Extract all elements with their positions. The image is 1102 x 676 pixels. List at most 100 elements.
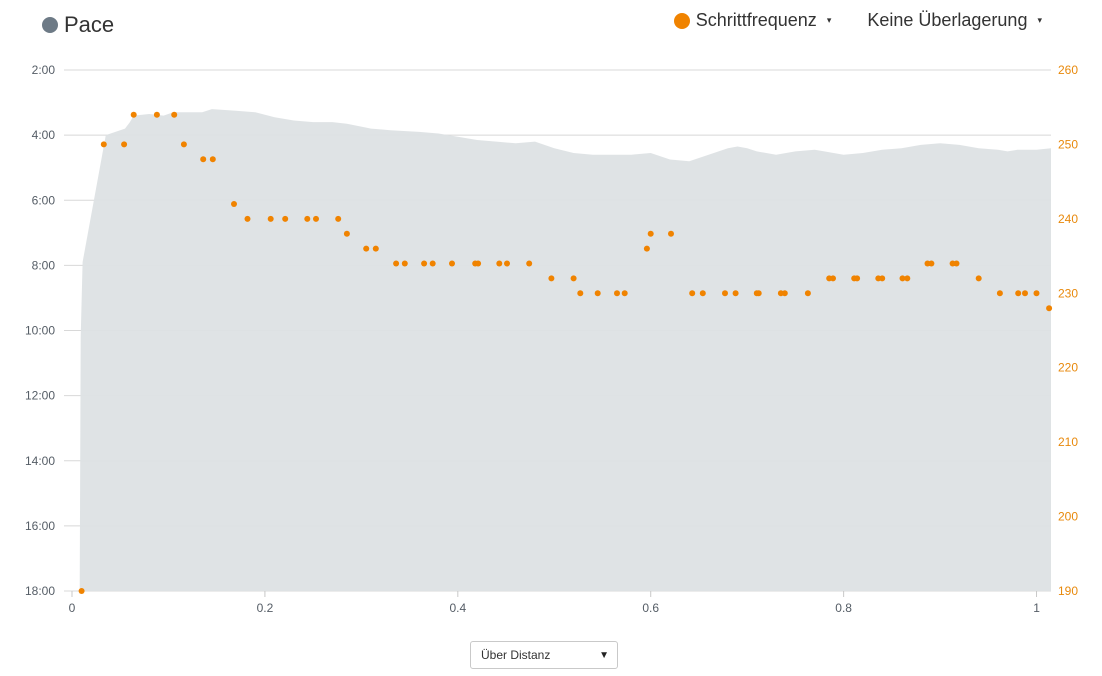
left-axis-tick: 10:00	[25, 324, 55, 338]
right-axis-tick: 260	[1058, 63, 1078, 77]
cadence-point	[699, 290, 706, 297]
cadence-point	[429, 260, 436, 267]
cadence-point	[1046, 305, 1053, 312]
legend-right: Schrittfrequenz ▾ Keine Überlagerung ▾	[673, 10, 1042, 31]
chevron-down-icon: ▾	[1037, 15, 1042, 25]
overlay-label: Keine Überlagerung	[867, 10, 1028, 30]
cadence-point	[504, 260, 510, 267]
x-axis-tick: 0	[69, 601, 76, 615]
cadence-point	[689, 290, 696, 297]
cadence-point	[121, 141, 128, 148]
x-axis-mode-value: Über Distanz	[481, 648, 551, 662]
left-axis-tick: 14:00	[25, 454, 55, 468]
cadence-point	[282, 215, 289, 222]
cadence-point	[393, 260, 400, 267]
cadence-point	[130, 111, 137, 118]
cadence-point	[421, 260, 428, 267]
cadence-point	[755, 290, 762, 297]
cadence-point	[548, 275, 555, 282]
cadence-point	[722, 290, 728, 297]
right-axis-tick: 250	[1058, 137, 1078, 151]
cadence-point	[335, 215, 342, 222]
cadence-point	[267, 215, 274, 222]
right-axis-tick: 230	[1058, 286, 1078, 300]
cadence-point	[100, 141, 107, 148]
dropdown-arrow-icon: ▼	[599, 649, 609, 661]
cadence-point	[313, 215, 319, 222]
cadence-point	[647, 230, 654, 237]
cadence-series	[78, 111, 1053, 594]
left-axis-tick: 6:00	[32, 193, 56, 207]
left-axis-tick: 18:00	[25, 584, 55, 598]
cadence-point	[928, 260, 935, 267]
cadence-point	[1015, 290, 1022, 297]
cadence-point	[496, 260, 503, 267]
right-axis: 260 250 240 230 220 210 200 190	[1058, 63, 1078, 598]
cadence-point	[363, 245, 370, 252]
cadence-point	[78, 588, 85, 594]
cadence-point	[668, 230, 674, 237]
cadence-point	[804, 290, 811, 297]
cadence-point	[830, 275, 836, 282]
cadence-legend-label: Schrittfrequenz	[695, 10, 817, 30]
cadence-point	[614, 290, 620, 297]
right-axis-tick: 190	[1058, 584, 1078, 598]
x-axis-tick: 0.2	[257, 601, 274, 615]
pace-cadence-chart[interactable]: 2:00 4:00 6:00 8:00 10:00 12:00 14:00 16:00 18:0…	[0, 0, 1102, 630]
cadence-dropdown[interactable]: Schrittfrequenz ▾	[673, 10, 832, 31]
x-axis-tick: 0.6	[642, 601, 659, 615]
left-axis-tick: 8:00	[32, 258, 56, 272]
cadence-point	[594, 290, 601, 297]
cadence-point	[975, 275, 982, 282]
cadence-point	[209, 156, 216, 163]
cadence-point	[244, 215, 251, 222]
cadence-point	[953, 260, 960, 267]
cadence-point	[1033, 290, 1040, 297]
right-axis-tick: 240	[1058, 212, 1078, 226]
cadence-point	[475, 260, 482, 267]
right-axis-tick: 220	[1058, 361, 1078, 375]
cadence-point	[570, 275, 577, 282]
cadence-point	[732, 290, 739, 297]
left-axis-tick: 16:00	[25, 519, 55, 533]
cadence-point	[526, 260, 533, 267]
cadence-point	[854, 275, 861, 282]
cadence-point	[449, 260, 455, 267]
cadence-point	[200, 156, 207, 163]
cadence-point	[996, 290, 1003, 297]
cadence-point	[304, 215, 311, 222]
x-axis-tick: 1	[1033, 601, 1040, 615]
cadence-point	[621, 290, 628, 297]
legend-pace[interactable]: Pace	[42, 12, 114, 38]
x-axis-tick: 0.4	[449, 601, 466, 615]
cadence-point	[899, 275, 906, 282]
cadence-point	[372, 245, 379, 252]
right-axis-tick: 200	[1058, 510, 1078, 524]
cadence-point	[343, 230, 350, 237]
cadence-point	[231, 201, 237, 207]
left-axis-tick: 4:00	[32, 128, 56, 142]
cadence-point	[180, 141, 187, 148]
overlay-dropdown[interactable]: Keine Überlagerung ▾	[867, 10, 1042, 31]
cadence-point	[879, 275, 886, 282]
cadence-point	[781, 290, 788, 297]
cadence-point	[171, 111, 178, 118]
right-axis-tick: 210	[1058, 435, 1078, 449]
pace-legend-dot	[42, 17, 58, 33]
pace-area	[79, 109, 1051, 591]
cadence-point	[577, 290, 584, 297]
cadence-point	[904, 275, 911, 282]
x-axis-tick: 0.8	[835, 601, 852, 615]
cadence-point	[153, 111, 160, 118]
cadence-point	[643, 245, 650, 252]
cadence-legend-dot	[673, 12, 690, 29]
cadence-point	[401, 260, 408, 267]
cadence-point	[1022, 290, 1028, 297]
left-axis: 2:00 4:00 6:00 8:00 10:00 12:00 14:00 16:00 18:0…	[25, 63, 55, 598]
chevron-down-icon: ▾	[826, 15, 832, 25]
pace-legend-label: Pace	[64, 12, 115, 37]
x-axis-mode-select[interactable]: Über Distanz ▼	[470, 641, 618, 669]
x-axis: 0 0.2 0.4 0.6 0.8 1	[69, 591, 1040, 615]
left-axis-tick: 12:00	[25, 389, 55, 403]
left-axis-tick: 2:00	[32, 63, 56, 77]
